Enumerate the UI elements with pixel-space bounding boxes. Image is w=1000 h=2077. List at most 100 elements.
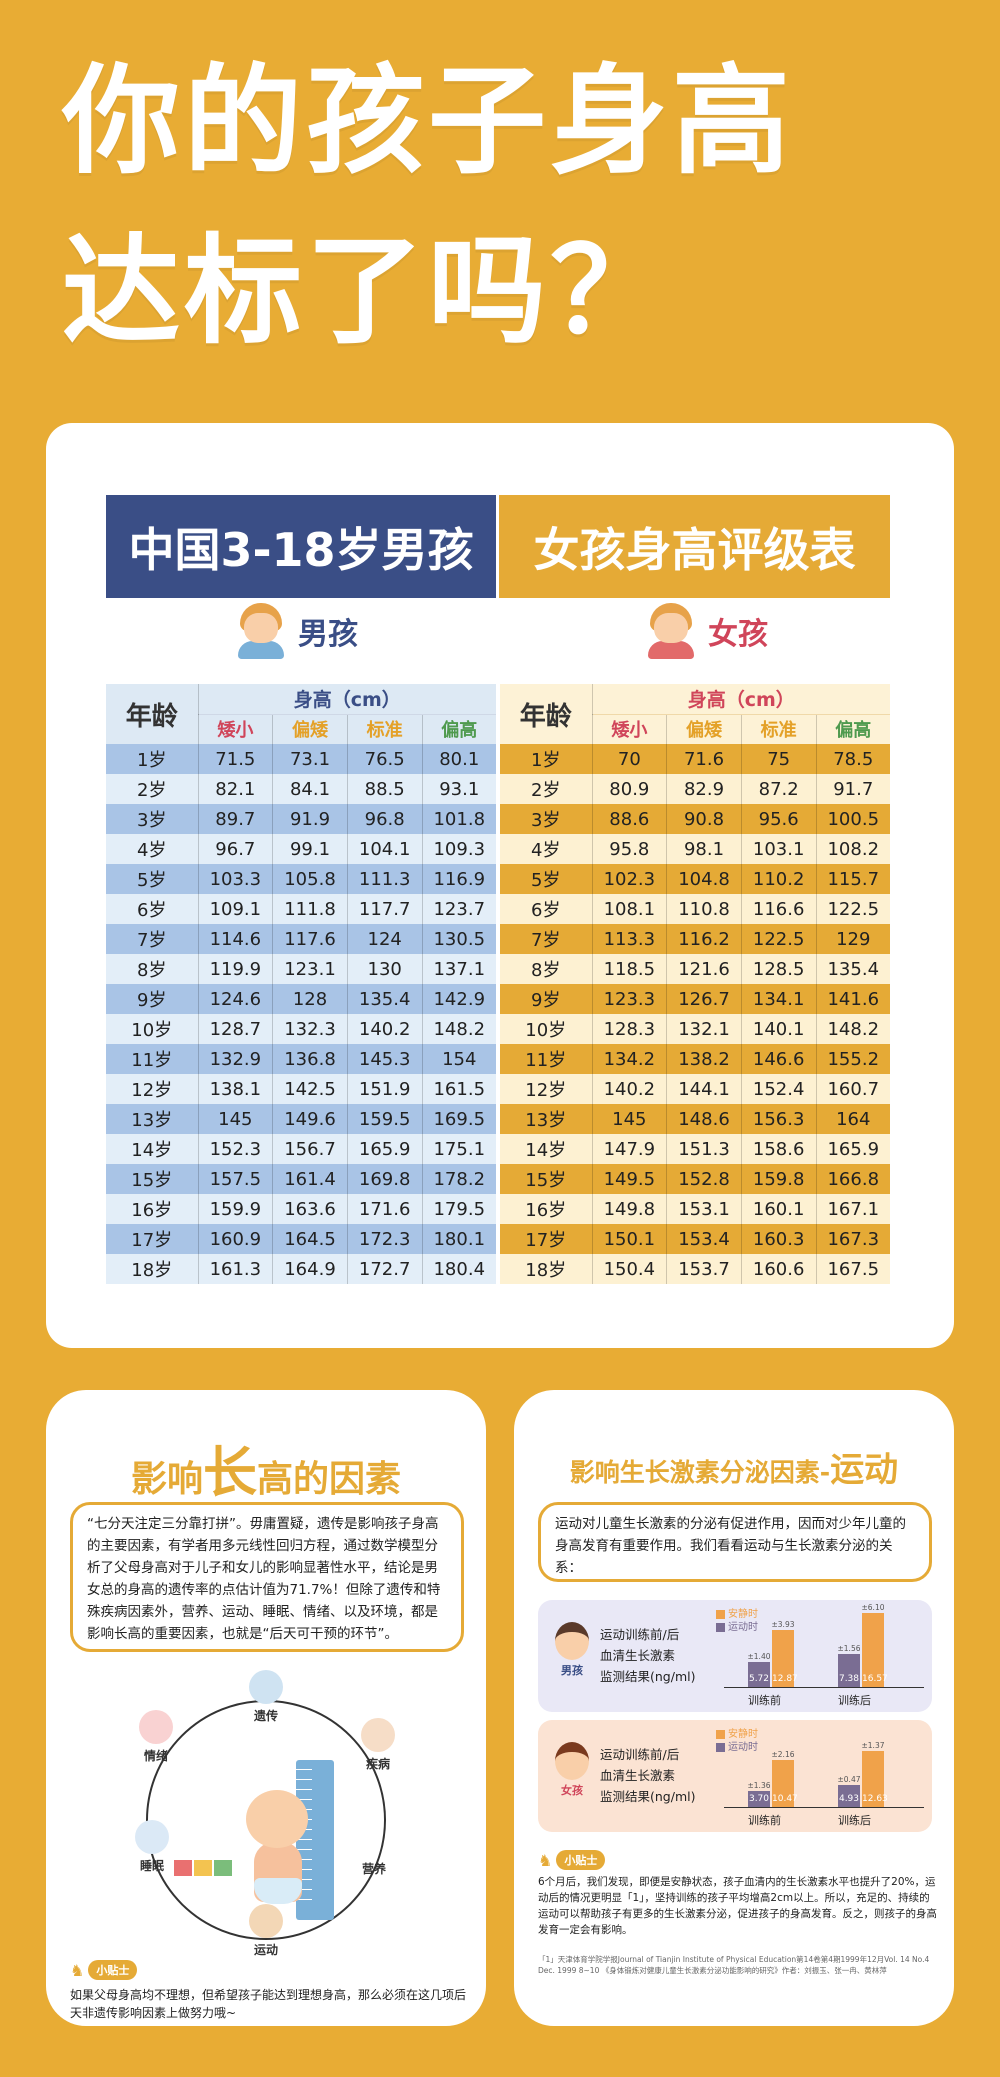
height-cell: 71.5 xyxy=(198,744,274,774)
height-cell: 123.1 xyxy=(272,954,348,984)
table-title-left: 中国3-18岁男孩 xyxy=(106,495,496,598)
height-cell: 135.4 xyxy=(827,958,880,980)
age-cell: 14岁 xyxy=(500,1134,593,1164)
factors-title-big: 长 xyxy=(203,1441,257,1504)
bar-rest-1: 16.57 ±6.10 xyxy=(862,1603,888,1687)
col-tall: 偏高 xyxy=(835,720,872,742)
desc-line-3: 监测结果(ng/ml) xyxy=(600,1669,696,1684)
height-cell: 180.1 xyxy=(433,1228,486,1250)
girl-face-icon xyxy=(555,1742,589,1780)
height-cell: 167.5 xyxy=(827,1258,880,1280)
height-cell: 134.2 xyxy=(592,1044,668,1074)
bar-rest-0: 10.47 ±2.16 xyxy=(772,1750,798,1807)
col-below-avg: 偏矮 xyxy=(666,714,742,744)
table-row: 8岁 119.9 123.1 130 137.1 xyxy=(106,954,496,984)
age-cell: 7岁 xyxy=(500,924,593,954)
bar-value-label: 10.47 xyxy=(772,1794,798,1804)
node-nutrition: 营养 xyxy=(344,1860,404,1877)
table-row: 14岁 147.9 151.3 158.6 165.9 xyxy=(500,1134,890,1164)
age-cell: 12岁 xyxy=(106,1074,199,1104)
height-cell: 111.3 xyxy=(347,864,423,894)
height-cell: 160.7 xyxy=(827,1078,880,1100)
exercise-text: 运动对儿童生长激素的分泌有促进作用，因而对少年儿童的身高发育有重要作用。我们看看… xyxy=(538,1502,932,1582)
height-cell: 149.5 xyxy=(592,1164,668,1194)
height-cell: 126.7 xyxy=(666,984,742,1014)
height-cell: 88.6 xyxy=(592,804,668,834)
height-table-card: 中国3-18岁男孩 女孩身高评级表 男孩 女孩 年龄 身高（cm） 矮小 偏矮 xyxy=(46,423,954,1348)
girls-header: 女孩 xyxy=(646,603,768,659)
table-row: 4岁 96.7 99.1 104.1 109.3 xyxy=(106,834,496,864)
height-cell: 84.1 xyxy=(272,774,348,804)
girl-avatar: 女孩 xyxy=(552,1742,592,1798)
bar-exercise-1: 4.93 ±0.47 xyxy=(838,1775,860,1807)
tip-badge: 小贴士 xyxy=(556,1850,606,1870)
table-row: 2岁 82.1 84.1 88.5 93.1 xyxy=(106,774,496,804)
height-cell: 137.1 xyxy=(433,958,486,980)
table-row: 8岁 118.5 121.6 128.5 135.4 xyxy=(500,954,890,984)
table-row: 9岁 123.3 126.7 134.1 141.6 xyxy=(500,984,890,1014)
boy-tag: 男孩 xyxy=(561,1664,583,1677)
height-cell: 159.5 xyxy=(347,1104,423,1134)
boy-panel-desc: 运动训练前/后 血清生长激素 监测结果(ng/ml) xyxy=(600,1624,695,1687)
exercise-hormone-card: 影响生长激素分泌因素-运动 运动对儿童生长激素的分泌有促进作用，因而对少年儿童的… xyxy=(514,1390,954,2026)
height-cell: 73.1 xyxy=(272,744,348,774)
height-cell: 142.5 xyxy=(272,1074,348,1104)
age-cell: 8岁 xyxy=(500,954,593,984)
height-cell: 153.7 xyxy=(666,1254,742,1284)
table-row: 4岁 95.8 98.1 103.1 108.2 xyxy=(500,834,890,864)
age-cell: 2岁 xyxy=(500,774,593,804)
exercise-tip-label: ♞ 小贴士 xyxy=(538,1850,606,1870)
height-cell: 151.9 xyxy=(347,1074,423,1104)
growth-factors-card: 影响长高的因素 “七分天注定三分靠打拼”。毋庸置疑，遗传是影响孩子身高的主要因素… xyxy=(46,1390,486,2026)
height-cell: 171.6 xyxy=(347,1194,423,1224)
height-cell: 96.8 xyxy=(347,804,423,834)
height-cell: 146.6 xyxy=(741,1044,817,1074)
factors-diagram: 遗传 疾病 营养 运动 睡眠 情绪 xyxy=(126,1670,406,1957)
height-cell: 160.6 xyxy=(741,1254,817,1284)
height-cell: 134.1 xyxy=(741,984,817,1014)
height-cell: 128 xyxy=(272,984,348,1014)
table-row: 15岁 149.5 152.8 159.8 166.8 xyxy=(500,1164,890,1194)
jump-rope-icon xyxy=(249,1904,283,1938)
age-cell: 9岁 xyxy=(500,984,593,1014)
node-genetics: 遗传 xyxy=(236,1670,296,1724)
desc-line-3: 监测结果(ng/ml) xyxy=(600,1789,696,1804)
baby-illustration xyxy=(236,1790,316,1910)
height-unit-header: 身高（cm） xyxy=(592,684,890,715)
height-cell: 132.9 xyxy=(198,1044,274,1074)
boy-avatar-icon xyxy=(236,603,286,659)
sick-child-icon xyxy=(361,1718,395,1752)
height-cell: 114.6 xyxy=(198,924,274,954)
bar-error-label: ±1.40 xyxy=(747,1652,771,1661)
height-cell: 175.1 xyxy=(433,1138,486,1160)
table-row: 6岁 109.1 111.8 117.7 123.7 xyxy=(106,894,496,924)
height-cell: 157.5 xyxy=(198,1164,274,1194)
height-cell: 158.6 xyxy=(741,1134,817,1164)
bar-value-label: 16.57 xyxy=(862,1674,888,1684)
age-cell: 5岁 xyxy=(106,864,199,894)
height-cell: 138.1 xyxy=(198,1074,274,1104)
height-cell: 178.2 xyxy=(433,1168,486,1190)
height-unit-header: 身高（cm） xyxy=(198,684,496,715)
references: 「1」天津体育学院学报Journal of Tianjin Institute … xyxy=(538,1955,930,1975)
height-cell: 140.2 xyxy=(592,1074,668,1104)
node-nutrition-label: 营养 xyxy=(361,1862,386,1876)
age-cell: 16岁 xyxy=(106,1194,199,1224)
age-cell: 16岁 xyxy=(500,1194,593,1224)
height-cell: 156.3 xyxy=(741,1104,817,1134)
height-cell: 130 xyxy=(347,954,423,984)
height-cell: 99.1 xyxy=(272,834,348,864)
height-cell: 159.8 xyxy=(741,1164,817,1194)
height-cell: 122.5 xyxy=(741,924,817,954)
height-cell: 90.8 xyxy=(666,804,742,834)
table-row: 11岁 132.9 136.8 145.3 154 xyxy=(106,1044,496,1074)
bar-error-label: ±0.47 xyxy=(837,1775,861,1784)
col-standard: 标准 xyxy=(741,714,817,744)
height-cell: 136.8 xyxy=(272,1044,348,1074)
bar-error-label: ±1.37 xyxy=(861,1741,885,1750)
table-row: 2岁 80.9 82.9 87.2 91.7 xyxy=(500,774,890,804)
height-cell: 152.3 xyxy=(198,1134,274,1164)
desc-line-2: 血清生长激素 xyxy=(600,1648,676,1663)
height-cell: 172.3 xyxy=(347,1224,423,1254)
height-cell: 104.8 xyxy=(666,864,742,894)
